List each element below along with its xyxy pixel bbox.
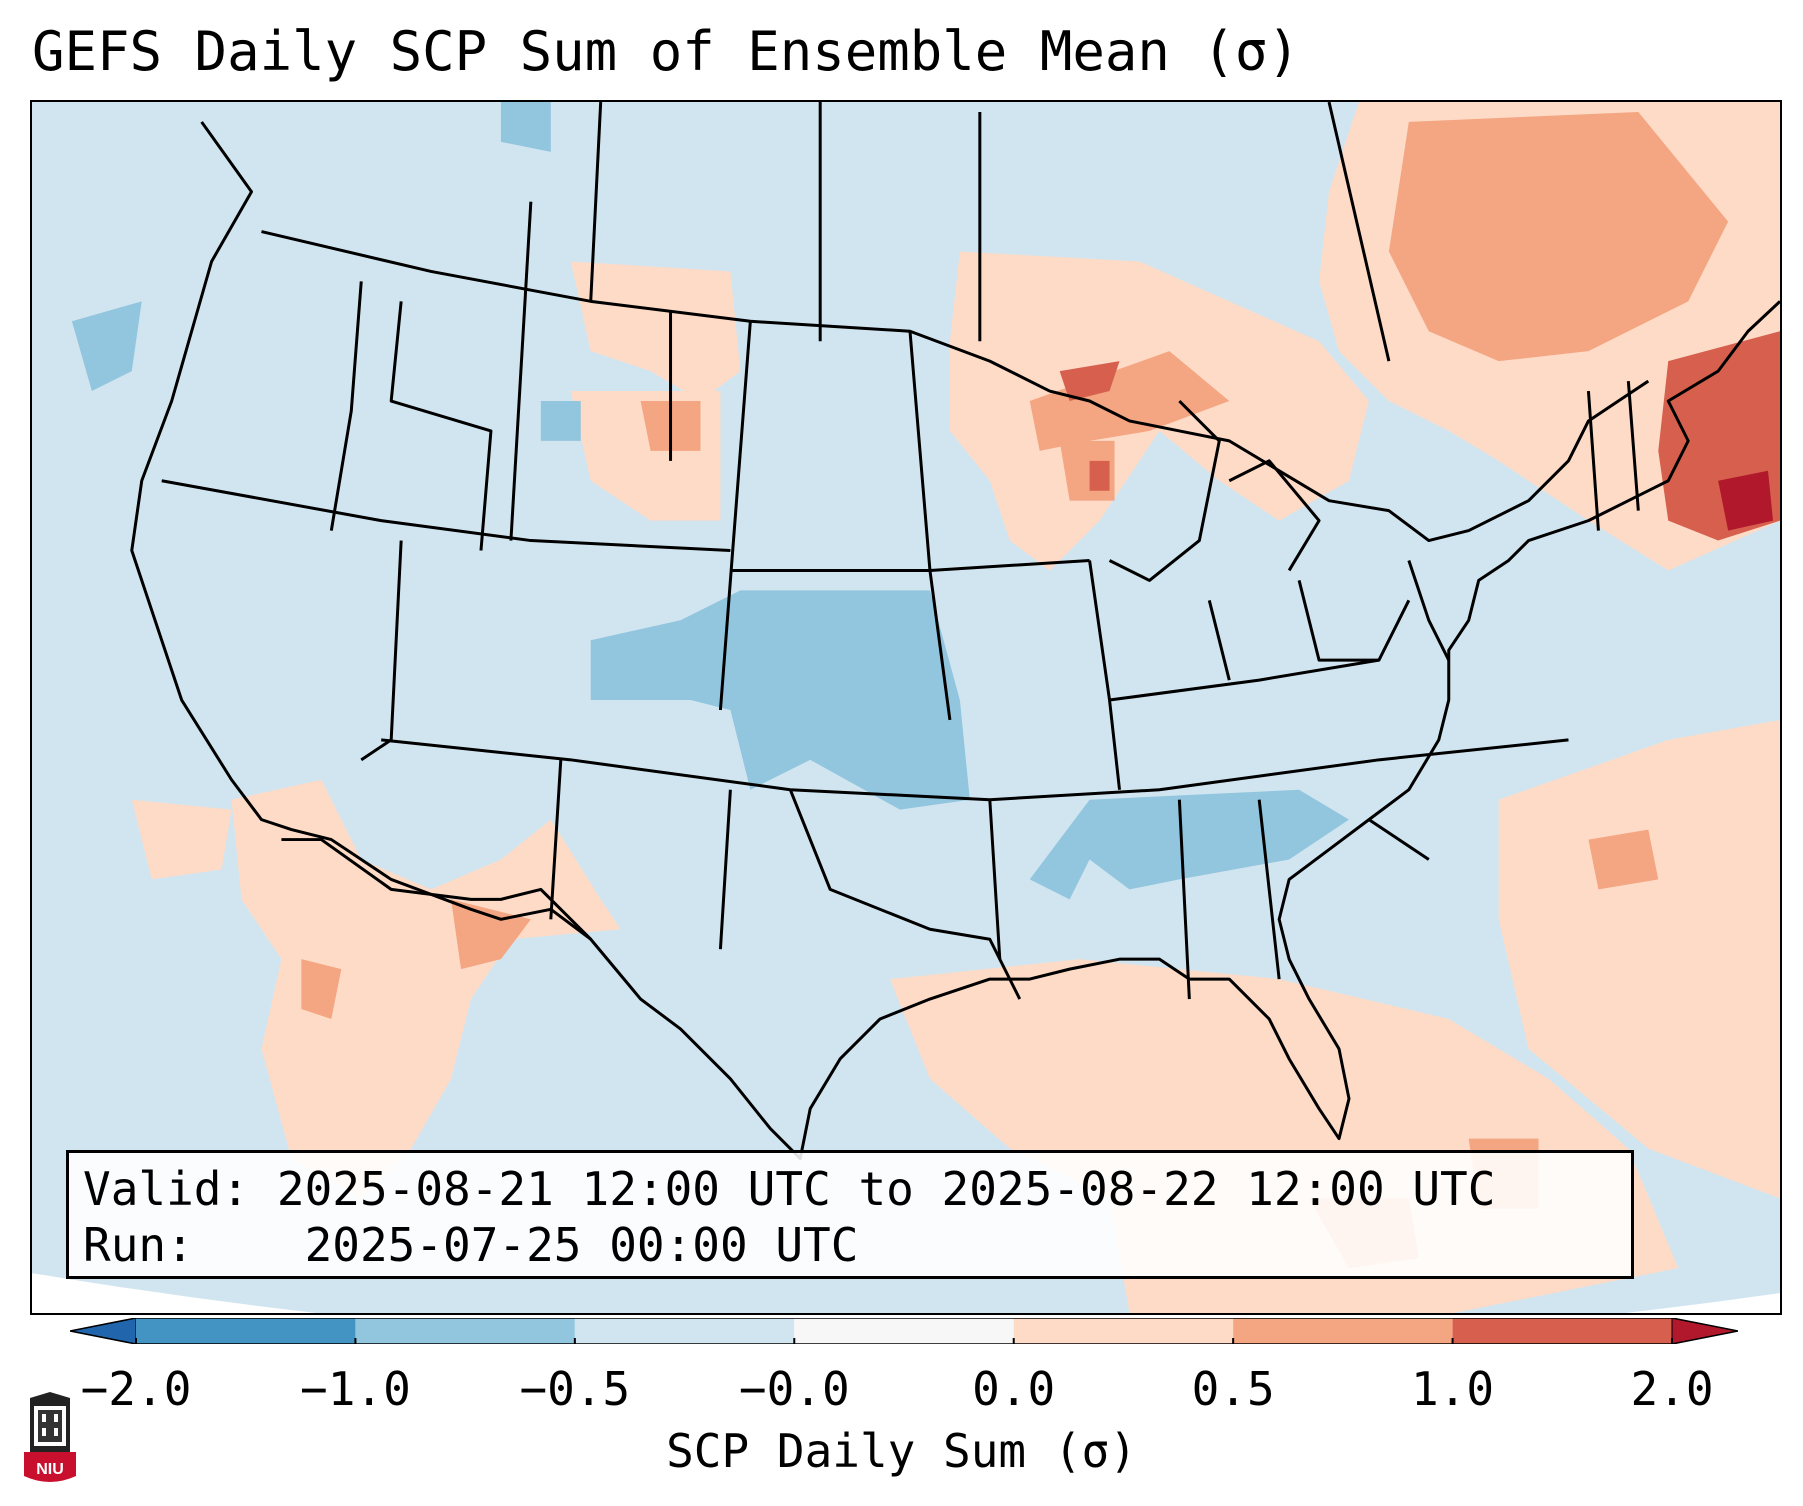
colorbar-label: SCP Daily Sum (σ) [666, 1424, 1137, 1478]
map-canvas [32, 102, 1780, 1313]
niu-logo: NIU [24, 1392, 76, 1482]
colorbar-tick-label: −0.5 [519, 1362, 631, 1416]
colorbar-tick-label: 1.0 [1411, 1362, 1495, 1416]
run-time: 2025-07-25 00:00 UTC [304, 1218, 859, 1272]
logo-text: NIU [36, 1461, 64, 1478]
colorbar-bin [1233, 1318, 1453, 1344]
validity-info-box: Valid: 2025-08-21 12:00 UTC to 2025-08-2… [66, 1150, 1634, 1279]
valid-time-range: 2025-08-21 12:00 UTC to 2025-08-22 12:00… [276, 1162, 1496, 1216]
colorbar-tick-label: −0.0 [738, 1362, 850, 1416]
colorbar-bin [355, 1318, 575, 1344]
canada-border [261, 230, 1650, 543]
colorbar-extend-low [70, 1318, 137, 1344]
anomaly-patch-tennessee-valley [1029, 789, 1349, 900]
colorbar-bin [574, 1318, 795, 1344]
colorbar-tick-label: −2.0 [80, 1362, 192, 1416]
anomaly-patch-central-plains [590, 590, 970, 810]
colorbar-bin [1013, 1318, 1234, 1344]
conus-outline [130, 121, 1780, 1161]
colorbar-tick-label: 2.0 [1630, 1362, 1714, 1416]
colorbar-tick-label: −1.0 [300, 1362, 411, 1416]
map-title: GEFS Daily SCP Sum of Ensemble Mean (σ) [32, 20, 1300, 83]
colorbar-bin [794, 1318, 1014, 1344]
colorbar-bin [136, 1318, 356, 1344]
colorbar-tick-label: 0.0 [972, 1362, 1056, 1416]
mexico-border [281, 838, 592, 941]
colorbar [70, 1318, 1738, 1344]
boundaries [130, 102, 1780, 1161]
run-label: Run: [83, 1218, 194, 1272]
colorbar-bin [1452, 1318, 1672, 1344]
map-panel[interactable] [30, 100, 1782, 1315]
colorbar-extend-high [1671, 1318, 1738, 1344]
anomaly-patch-southwest [231, 779, 621, 1199]
valid-label: Valid: [83, 1162, 250, 1216]
colorbar-tick-label: 0.5 [1191, 1362, 1275, 1416]
